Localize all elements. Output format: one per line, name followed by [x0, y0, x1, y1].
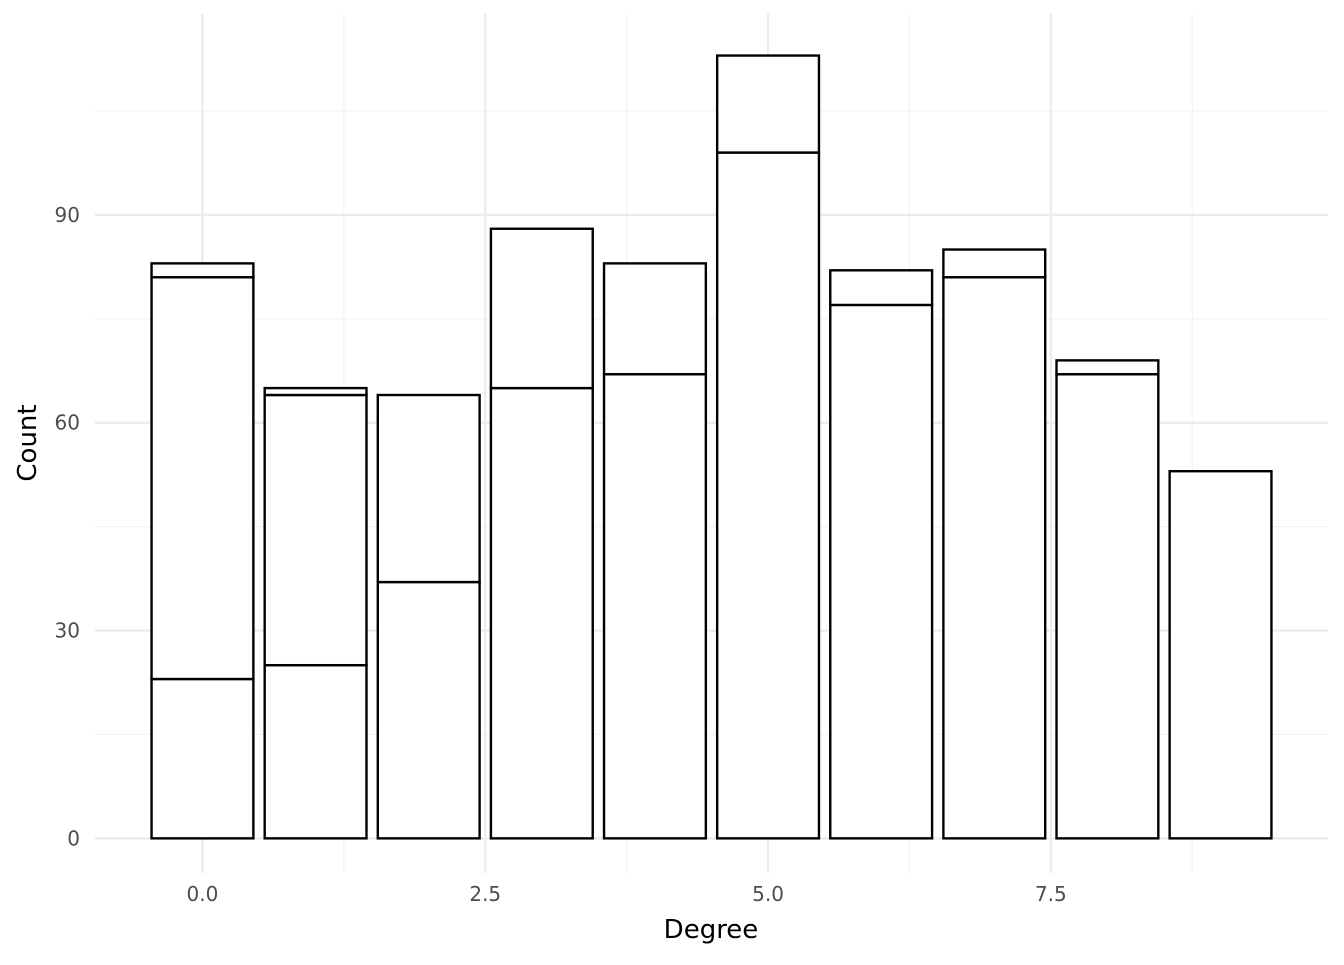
y-tick-label: 0 — [67, 826, 80, 850]
x-axis-title: Degree — [664, 915, 759, 945]
bar-segment-9-0 — [1168, 470, 1273, 840]
bar-segment-0-1 — [150, 276, 255, 681]
bar-segment-2-0 — [376, 580, 481, 840]
tick-labels: 0.0 2.5 5.0 7.5 0 30 60 90 — [55, 203, 1067, 906]
bar-segment-1-2 — [263, 386, 368, 397]
bar-segment-0-2 — [150, 262, 255, 279]
bar-segment-8-1 — [1055, 359, 1160, 376]
bar-segment-4-0 — [602, 373, 708, 840]
x-tick-label: 5.0 — [752, 882, 784, 906]
bar-segment-3-0 — [489, 386, 594, 840]
y-axis-title: Count — [13, 404, 43, 481]
y-tick-label: 90 — [55, 203, 80, 227]
bar-segment-0-0 — [150, 677, 255, 840]
bar-segment-2-1 — [376, 393, 481, 584]
bar-segment-5-0 — [715, 151, 821, 840]
x-tick-label: 2.5 — [469, 882, 501, 906]
bars — [150, 54, 1273, 840]
bar-segment-8-0 — [1055, 373, 1160, 840]
bar-segment-7-0 — [942, 276, 1047, 840]
bar-segment-1-0 — [263, 663, 368, 840]
x-tick-label: 7.5 — [1035, 882, 1067, 906]
bar-segment-6-0 — [829, 303, 934, 840]
bar-segment-3-1 — [489, 227, 594, 390]
bar-segment-7-1 — [942, 248, 1047, 279]
bar-segment-1-1 — [263, 393, 368, 667]
x-tick-label: 0.0 — [187, 882, 219, 906]
bar-segment-5-1 — [715, 54, 821, 154]
bar-segment-6-1 — [829, 269, 934, 307]
y-tick-label: 60 — [55, 411, 80, 435]
bar-segment-4-1 — [602, 262, 708, 376]
y-tick-label: 30 — [55, 619, 80, 643]
